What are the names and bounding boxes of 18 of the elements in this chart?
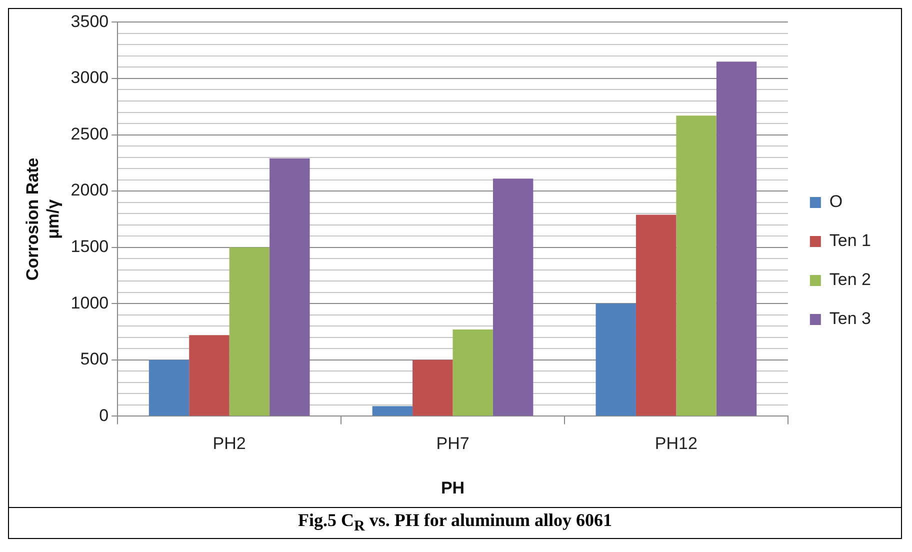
legend-label: Ten 1 — [829, 231, 872, 250]
y-axis-title: Corrosion Rate μm/γ — [22, 158, 62, 281]
y-tick-label: 3000 — [70, 68, 109, 88]
x-tick-label: PH12 — [654, 434, 698, 454]
legend-label: O — [829, 192, 843, 212]
y-tick-label: 2500 — [70, 124, 109, 144]
y-tick-label: 3500 — [70, 12, 109, 31]
y-tick-label: 500 — [80, 350, 109, 369]
legend-label: Ten 3 — [829, 309, 872, 328]
text: Fig.5 C$_{R}$ vs. PH for aluminum alloy 6061 — [8, 508, 902, 539]
x-axis-title: PH — [440, 478, 465, 498]
y-tick-label: 2000 — [70, 180, 109, 200]
y-tick-label: 0 — [99, 406, 109, 425]
x-tick-label: PH2 — [212, 434, 246, 454]
legend-label: Ten 2 — [829, 270, 872, 290]
y-tick-label: 1500 — [70, 237, 109, 256]
y-tick-label: 1000 — [70, 293, 109, 312]
x-tick-label: PH7 — [436, 434, 470, 454]
